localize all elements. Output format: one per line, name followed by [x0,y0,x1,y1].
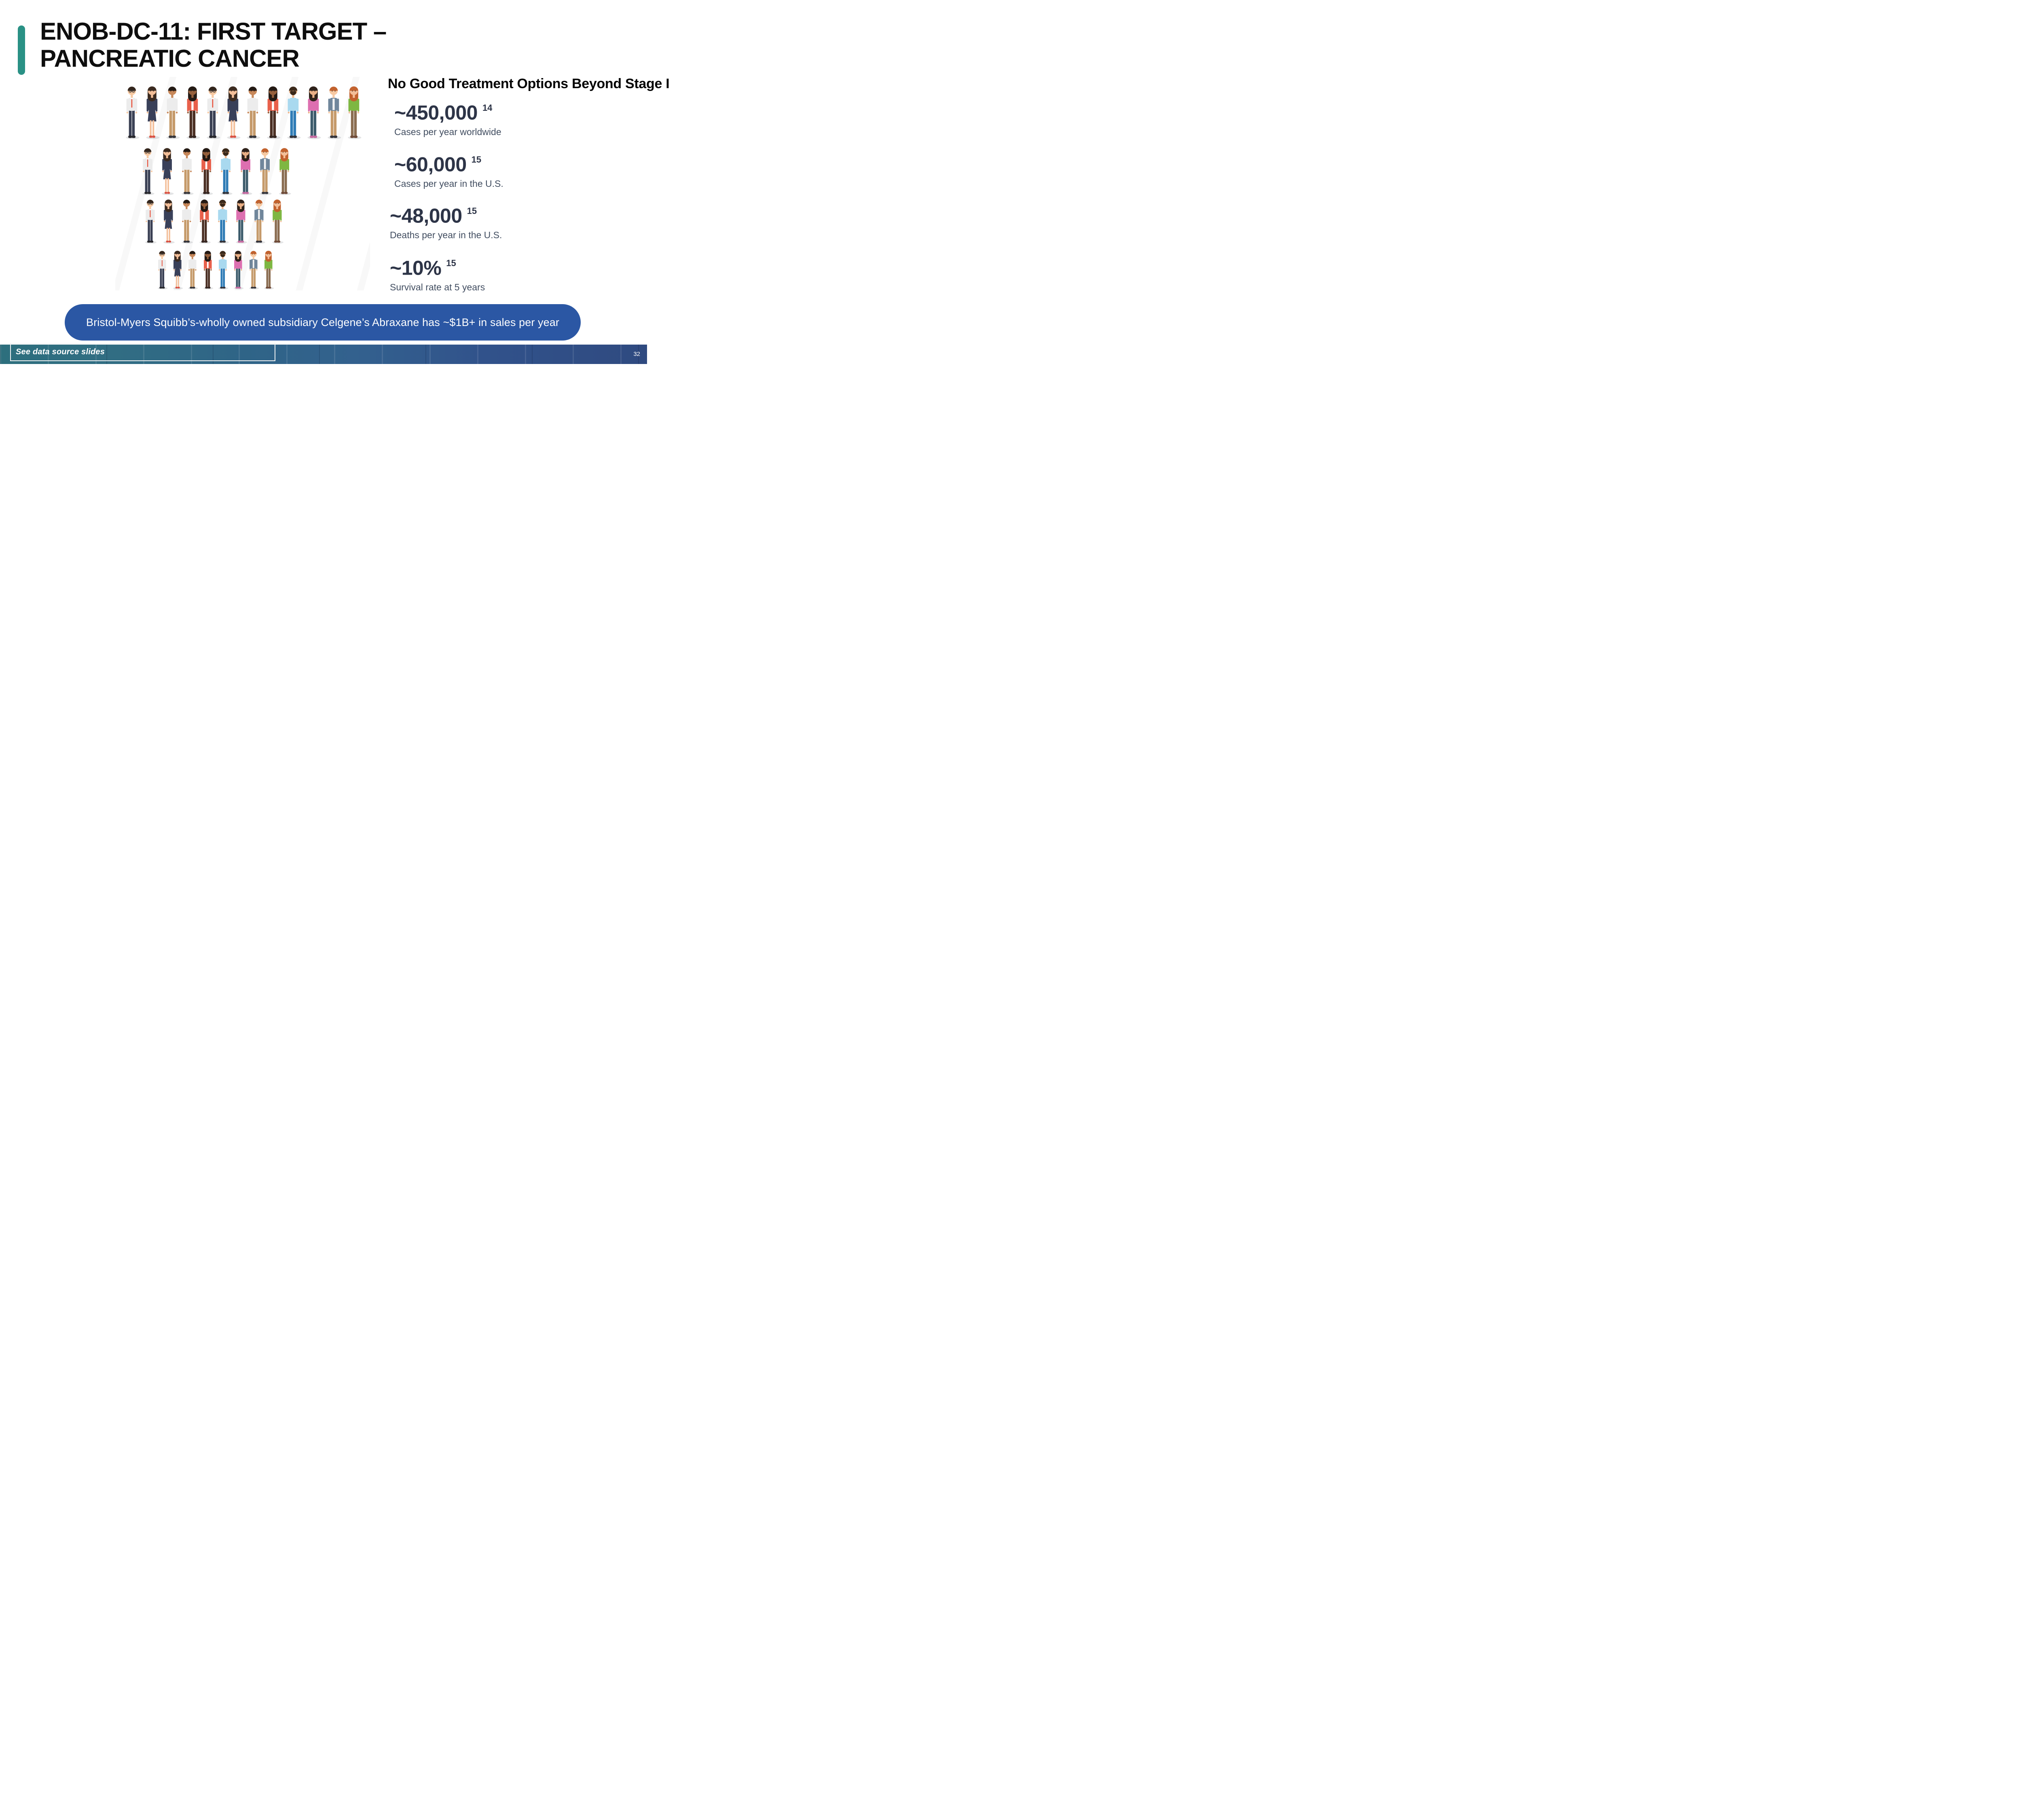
person-figure [141,195,159,244]
footnote-ref: 15 [471,154,482,165]
stats-heading: No Good Treatment Options Beyond Stage I [388,76,670,91]
sales-banner: Bristol-Myers Squibb’s-wholly owned subs… [65,304,581,341]
data-source-note-box: See data source slides [10,343,275,361]
page-number: 32 [633,351,640,358]
person-figure [303,81,324,140]
person-figure [263,81,283,140]
stat-label: Deaths per year in the U.S. [390,229,502,240]
data-source-note: See data source slides [16,347,105,356]
person-figure [255,143,275,196]
stat-cases-us: ~60,000 15 Cases per year in the U.S. [394,150,503,189]
person-figure [154,247,170,290]
title-accent-bar [18,25,25,75]
person-figure [138,143,157,196]
person-figure [159,195,178,244]
person-figure [197,143,216,196]
person-figure [216,143,235,196]
person-figure [157,143,177,196]
person-figure [250,195,268,244]
person-figure [122,81,142,140]
stat-label: Cases per year in the U.S. [394,178,503,189]
person-figure [231,247,246,290]
person-figure [236,143,255,196]
sales-banner-text: Bristol-Myers Squibb’s-wholly owned subs… [86,316,559,328]
person-figure [214,195,232,244]
person-figure [200,247,216,290]
person-figure [246,247,261,290]
person-figure [177,143,197,196]
stat-label: Survival rate at 5 years [390,281,485,292]
person-figure [232,195,250,244]
footer-bar: See data source slides 32 [0,343,647,364]
person-figure [178,195,196,244]
person-figure [223,81,243,140]
person-figure [170,247,185,290]
person-figure [162,81,182,140]
footnote-ref: 14 [482,103,493,113]
person-figure [344,81,364,140]
stat-value: ~450,000 14 [394,101,493,124]
person-figure [268,195,286,244]
stat-deaths-us: ~48,000 15 Deaths per year in the U.S. [390,201,502,241]
person-figure [215,247,231,290]
footnote-ref: 15 [467,206,477,216]
stat-value: ~10% 15 [390,256,456,279]
footnote-ref: 15 [446,258,456,268]
person-figure [203,81,223,140]
stat-value: ~48,000 15 [390,204,477,227]
person-figure [182,81,203,140]
page-title: ENOB-DC-11: FIRST TARGET – PANCREATIC CAN… [40,18,387,72]
person-figure [324,81,344,140]
crowd-illustration [115,77,370,290]
stat-value: ~60,000 15 [394,153,482,176]
stat-cases-worldwide: ~450,000 14 Cases per year worldwide [394,98,501,138]
person-figure [185,247,200,290]
person-figure [283,81,303,140]
title-line-1: ENOB-DC-11: FIRST TARGET – [40,18,387,45]
person-figure [275,143,294,196]
person-figure [243,81,263,140]
person-figure [142,81,162,140]
stat-label: Cases per year worldwide [394,126,501,137]
person-figure [261,247,276,290]
title-line-2: PANCREATIC CANCER [40,45,300,72]
person-figure [195,195,214,244]
stat-survival-rate: ~10% 15 Survival rate at 5 years [390,254,485,293]
